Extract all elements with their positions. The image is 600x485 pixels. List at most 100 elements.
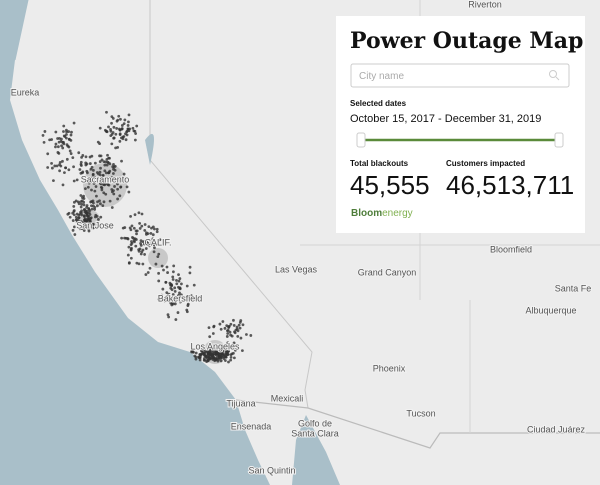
outage-dot (175, 279, 178, 282)
outage-dot (118, 194, 122, 198)
outage-dot (125, 185, 129, 189)
outage-dot (80, 211, 83, 215)
outage-dot (223, 359, 227, 362)
place-label: Santa Fe (555, 283, 592, 293)
outage-dot (153, 246, 156, 250)
outage-dot (96, 140, 100, 144)
outage-dot (192, 283, 196, 287)
outage-dot (143, 253, 146, 256)
info-panel: Power Outage Map City name Selected date… (336, 16, 585, 233)
outage-dot (171, 293, 175, 296)
place-label: San Quintin (248, 465, 295, 475)
outage-dot (60, 144, 63, 148)
outage-dot (133, 240, 136, 244)
outage-dot (70, 130, 73, 134)
outage-dot (173, 290, 177, 293)
slider-handle[interactable] (554, 132, 564, 148)
place-label: Santa Clara (291, 428, 339, 438)
outage-dot (211, 353, 214, 357)
outage-dot (88, 162, 92, 165)
outage-dot (83, 219, 87, 223)
outage-dot (72, 165, 75, 169)
outage-dot (173, 300, 177, 303)
outage-dot (98, 173, 102, 177)
place-label: Los Angeles (190, 341, 240, 351)
outage-dot (218, 347, 222, 351)
outage-dot (105, 157, 109, 161)
outage-dot (82, 229, 86, 232)
outage-dot (132, 129, 136, 133)
outage-dot (198, 346, 202, 350)
outage-dot (226, 332, 230, 335)
outage-dot (122, 172, 126, 176)
outage-dot (161, 287, 165, 291)
outage-dot (85, 169, 89, 173)
panel-background (336, 16, 585, 233)
outage-dot (80, 221, 84, 225)
outage-dot (178, 277, 182, 280)
outage-dot (123, 226, 127, 229)
outage-dot (108, 162, 112, 166)
outage-dot (68, 149, 72, 153)
outage-dot (174, 318, 178, 321)
outage-dot (93, 161, 97, 165)
outage-dot (117, 127, 121, 131)
outage-dot (85, 225, 89, 229)
outage-dot (157, 252, 161, 256)
outage-dot (166, 271, 169, 274)
outage-dot (194, 357, 198, 361)
outage-dot (134, 244, 138, 248)
outage-dot (114, 132, 118, 136)
outage-dot (202, 348, 206, 352)
outage-dot (131, 236, 134, 239)
outage-dot (135, 229, 139, 233)
outage-dot (71, 219, 75, 222)
outage-dot (208, 335, 212, 339)
outage-dot (90, 207, 94, 211)
outage-dot (229, 358, 233, 362)
outage-dot (228, 330, 232, 334)
search-box[interactable] (350, 63, 570, 88)
outage-dot (157, 297, 160, 301)
place-label: Sacramento (81, 174, 130, 184)
outage-dot (115, 127, 119, 130)
outage-dot (135, 232, 138, 236)
outage-dot (91, 222, 95, 226)
outage-dot (95, 194, 98, 198)
outage-dot (103, 163, 107, 167)
outage-dot (115, 181, 119, 185)
outage-dot (169, 298, 173, 302)
outage-dot (69, 152, 73, 155)
outage-dot (79, 205, 83, 209)
slider-handle[interactable] (356, 132, 366, 148)
outage-dot (238, 321, 242, 324)
outage-dot (72, 213, 76, 217)
outage-dot (105, 110, 108, 114)
outage-dot (63, 171, 66, 175)
outage-dot (42, 140, 46, 144)
place-label: CALIF. (144, 237, 171, 247)
outage-dot (61, 159, 64, 163)
outage-dot (167, 292, 171, 296)
outage-dot (95, 204, 99, 208)
outage-dot (99, 166, 102, 170)
outage-dot (221, 320, 225, 323)
outage-dot (56, 145, 60, 149)
outage-dot (79, 164, 83, 167)
outage-dot (87, 215, 91, 219)
outage-dot (179, 293, 183, 297)
coast (0, 0, 29, 61)
outage-dot (72, 209, 76, 212)
outage-dot (155, 227, 159, 231)
outage-dot (219, 327, 223, 331)
outage-dot (62, 124, 66, 128)
outage-dot (83, 215, 86, 218)
outage-dot (92, 182, 96, 185)
outage-dot (55, 164, 59, 168)
outage-dot (72, 200, 76, 204)
outage-dot (151, 233, 155, 237)
outage-dot (60, 137, 63, 141)
brand-part: energy (382, 208, 413, 219)
outage-dot (219, 359, 223, 363)
outage-dot (170, 284, 174, 288)
